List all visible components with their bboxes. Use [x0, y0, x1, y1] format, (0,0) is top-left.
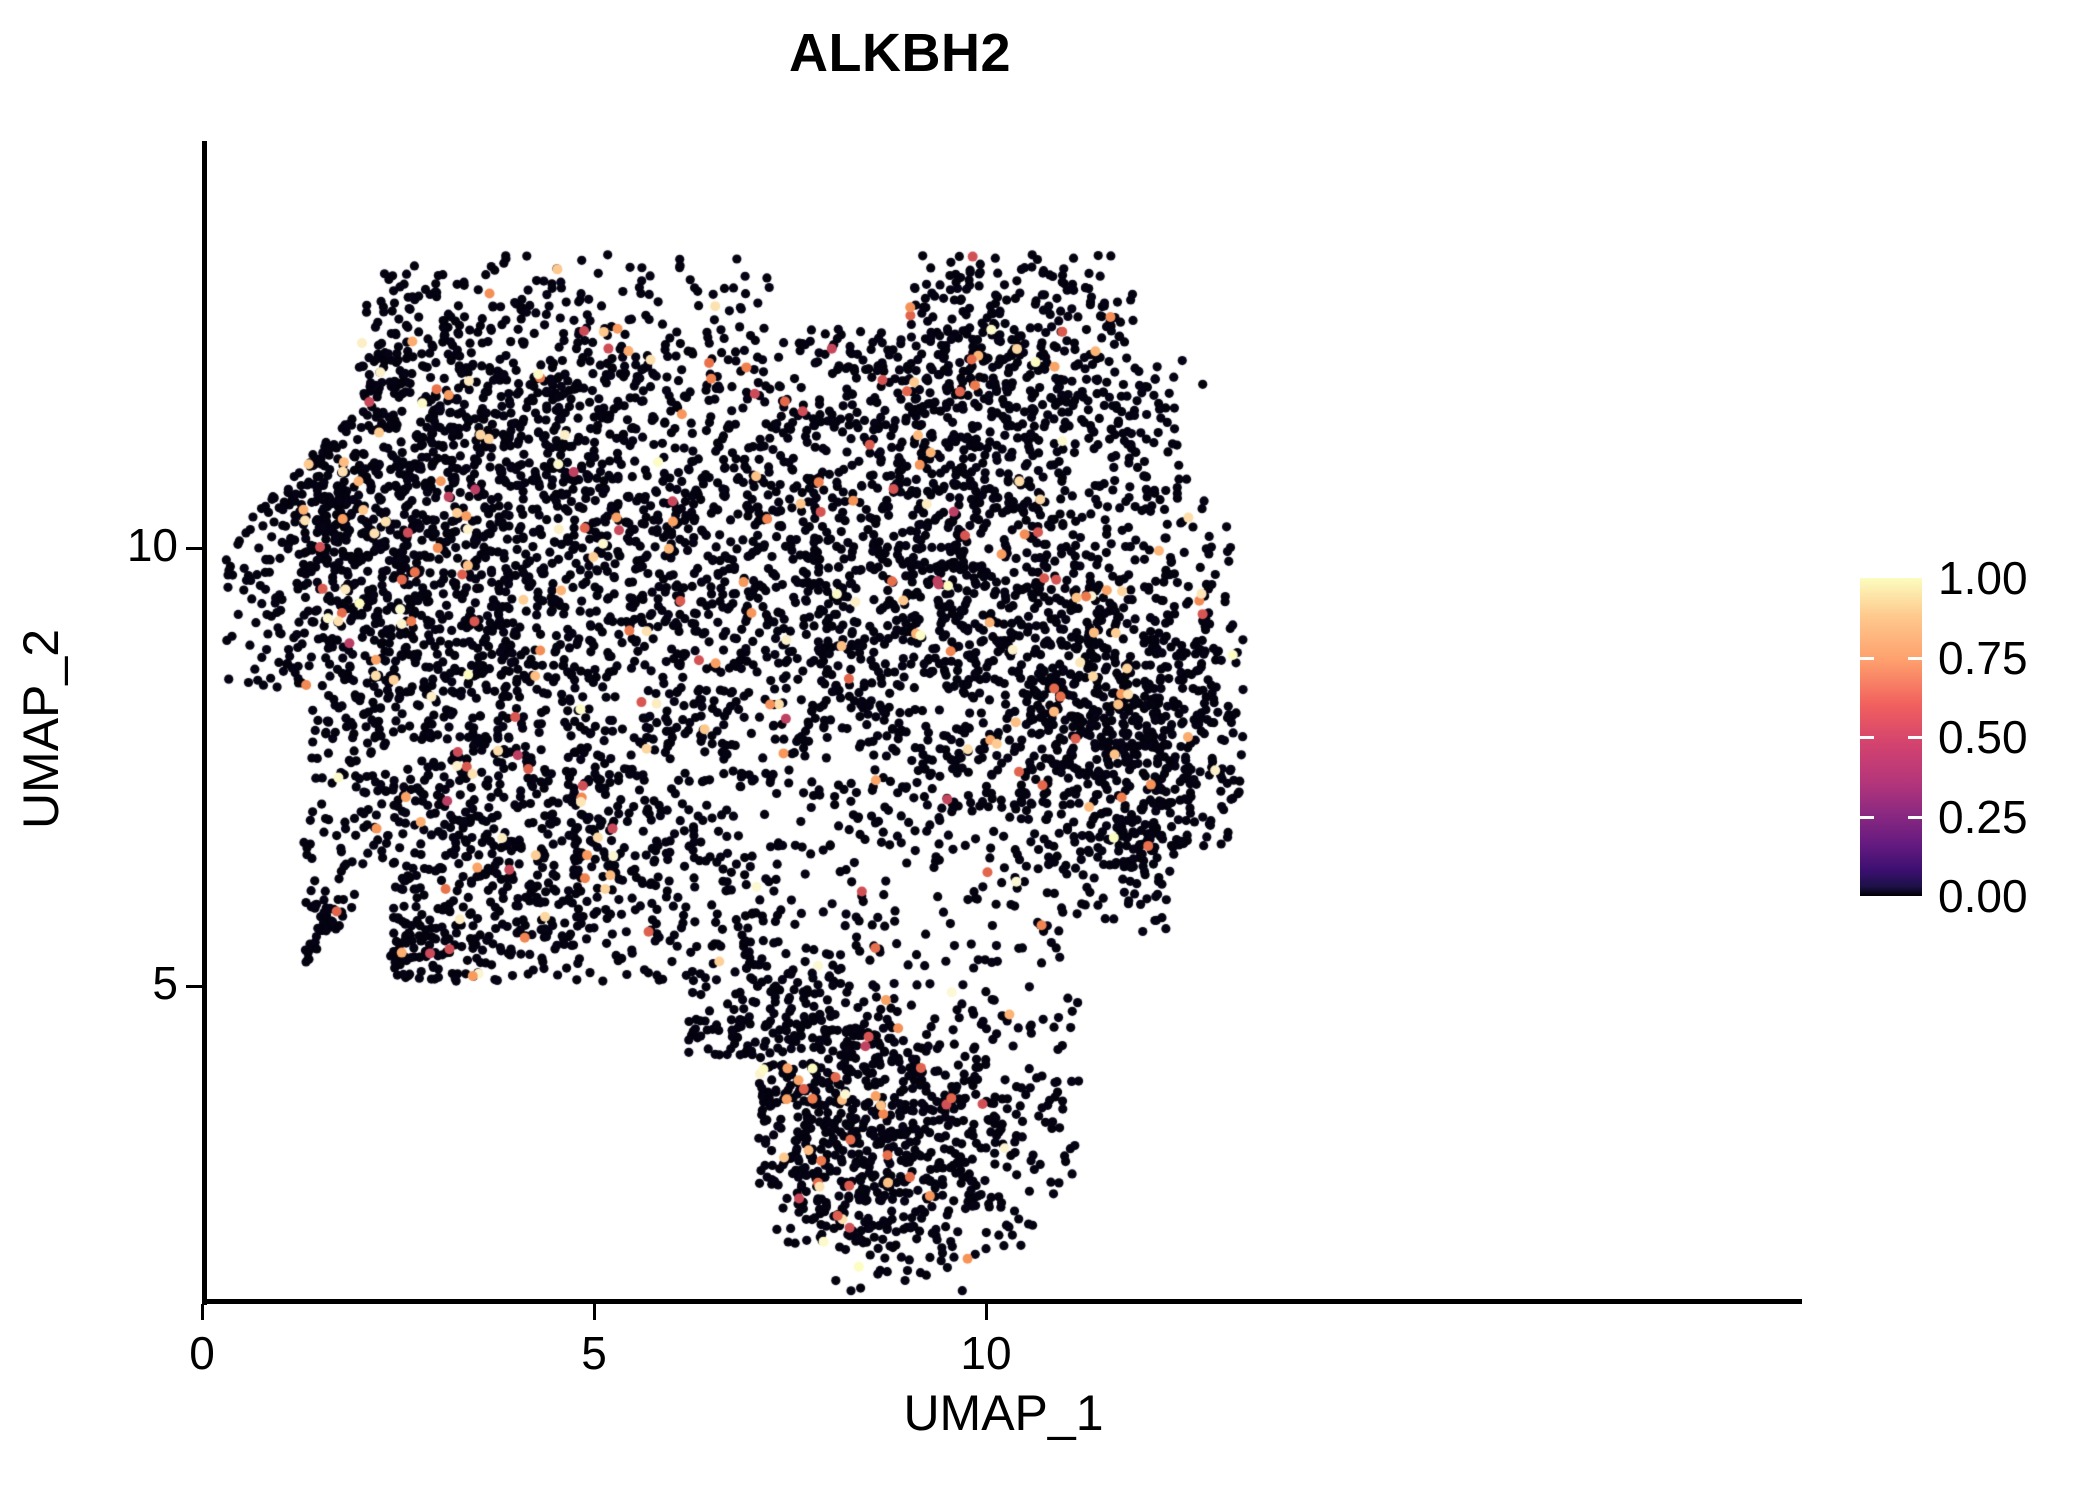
x-tick-label: 0	[189, 1327, 215, 1379]
x-tick-label: 5	[581, 1327, 607, 1379]
legend-tick-label: 0.25	[1938, 790, 2028, 843]
x-tick-mark	[593, 1304, 596, 1320]
legend-tick-mark	[1908, 736, 1922, 739]
y-tick-label: 5	[152, 957, 178, 1009]
x-axis-label: UMAP_1	[903, 1385, 1104, 1441]
legend-tick-mark	[1860, 656, 1874, 660]
y-tick-label: 10	[126, 519, 178, 571]
x-tick-mark	[985, 1304, 988, 1320]
y-axis-line	[202, 141, 207, 1305]
scatter-points-layer	[205, 141, 1802, 1302]
y-tick-mark	[186, 985, 202, 988]
x-tick-label: 10	[960, 1327, 1012, 1379]
y-axis-label: UMAP_2	[13, 628, 69, 830]
color-legend: 1.00 0.75 0.50 0.25 0.00	[1860, 552, 2090, 922]
legend-tick-label: 0.00	[1938, 870, 2028, 922]
page-title: ALKBH2	[788, 23, 1011, 83]
legend-tick-label: 0.75	[1938, 631, 2028, 684]
legend-tick-mark	[1908, 815, 1922, 819]
legend-tick-mark	[1860, 736, 1874, 739]
x-tick-mark	[201, 1304, 204, 1320]
legend-tick-mark	[1908, 656, 1922, 660]
legend-tick-mark	[1860, 815, 1874, 819]
legend-tick-label: 1.00	[1938, 552, 2028, 604]
plot-panel	[205, 141, 1802, 1302]
y-tick-mark	[186, 547, 202, 550]
x-axis-line	[205, 1299, 1802, 1304]
legend-tick-label: 0.50	[1938, 711, 2028, 763]
